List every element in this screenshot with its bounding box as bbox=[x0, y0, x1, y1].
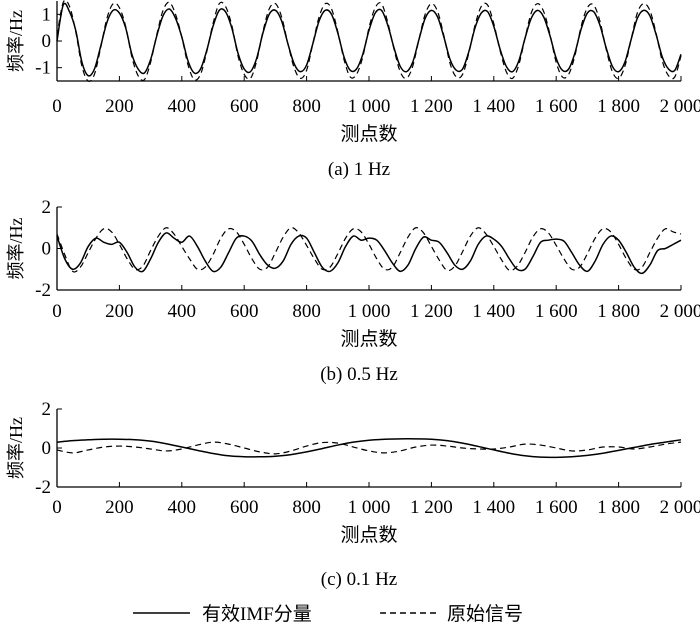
x-tick-label: 1 200 bbox=[410, 96, 453, 117]
x-tick-label: 400 bbox=[168, 497, 197, 518]
x-tick-label: 1 000 bbox=[348, 497, 391, 518]
x-tick-label: 2 000 bbox=[660, 301, 700, 322]
x-tick-label: 1 200 bbox=[410, 301, 453, 322]
x-tick-label: 400 bbox=[168, 96, 197, 117]
legend: 有效IMF分量 原始信号 bbox=[133, 603, 523, 625]
y-tick-label: 2 bbox=[42, 399, 52, 420]
chart-panel-1: 0 200 400 600 800 1 000 1 200 1 400 1 600 1 800 2 … bbox=[6, 197, 700, 385]
y-tick-label: -2 bbox=[35, 477, 51, 498]
x-tick-label: 1 000 bbox=[348, 301, 391, 322]
x-axis-label: 测点数 bbox=[340, 328, 397, 350]
x-tick-label: 1 800 bbox=[597, 497, 640, 518]
x-tick-label: 0 bbox=[52, 96, 62, 117]
series-line-original bbox=[56, 227, 682, 273]
y-tick-label: 0 bbox=[42, 239, 52, 260]
x-tick-label: 1 600 bbox=[535, 96, 578, 117]
y-axis-label: 频率/Hz bbox=[6, 218, 26, 280]
x-tick-label: 600 bbox=[230, 96, 259, 117]
x-tick-label: 200 bbox=[105, 96, 134, 117]
x-tick-label: 800 bbox=[292, 497, 321, 518]
x-axis-label: 测点数 bbox=[340, 524, 397, 546]
legend-label-original: 原始信号 bbox=[447, 603, 523, 625]
series-line-imf bbox=[56, 232, 682, 275]
series-line-original bbox=[56, 441, 682, 455]
x-tick-label: 200 bbox=[105, 497, 134, 518]
x-tick-label: 600 bbox=[230, 497, 259, 518]
x-tick-label: 800 bbox=[292, 96, 321, 117]
y-tick-label: 0 bbox=[42, 438, 52, 459]
x-tick-label: 600 bbox=[230, 301, 259, 322]
x-tick-label: 1 400 bbox=[472, 301, 515, 322]
series-line-imf bbox=[56, 438, 682, 459]
x-tick-label: 0 bbox=[52, 301, 62, 322]
y-tick-label: 2 bbox=[42, 197, 52, 218]
x-tick-label: 2 000 bbox=[660, 96, 700, 117]
y-tick-label: -1 bbox=[35, 58, 51, 79]
x-tick-label: 800 bbox=[292, 301, 321, 322]
chart-panel-2: 0 200 400 600 800 1 000 1 200 1 400 1 600 1 800 2 … bbox=[6, 399, 700, 590]
y-tick-label: -2 bbox=[35, 280, 51, 301]
x-tick-label: 1 400 bbox=[472, 497, 515, 518]
x-tick-label: 1 400 bbox=[472, 96, 515, 117]
subplot-caption: (c) 0.1 Hz bbox=[321, 569, 398, 590]
x-tick-label: 400 bbox=[168, 301, 197, 322]
x-tick-label: 1 800 bbox=[597, 96, 640, 117]
x-tick-label: 200 bbox=[105, 301, 134, 322]
x-tick-label: 1 200 bbox=[410, 497, 453, 518]
subplot-caption: (a) 1 Hz bbox=[328, 159, 390, 180]
x-tick-label: 0 bbox=[52, 497, 62, 518]
chart-panel-0: 0 200 400 600 800 1 000 1 200 1 400 1 600 1 800 2 … bbox=[6, 0, 700, 180]
x-tick-label: 1 600 bbox=[535, 497, 578, 518]
y-axis-label: 频率/Hz bbox=[6, 417, 26, 479]
x-tick-label: 1 800 bbox=[597, 301, 640, 322]
x-tick-label: 2 000 bbox=[660, 497, 700, 518]
subplot-caption: (b) 0.5 Hz bbox=[320, 364, 398, 385]
y-tick-label: 0 bbox=[42, 31, 52, 52]
x-axis-label: 测点数 bbox=[340, 123, 397, 145]
series-line-imf bbox=[56, 2, 682, 77]
x-tick-label: 1 000 bbox=[348, 96, 391, 117]
legend-label-imf: 有效IMF分量 bbox=[202, 603, 312, 625]
y-tick-label: 1 bbox=[42, 4, 52, 25]
y-axis-label: 频率/Hz bbox=[6, 10, 26, 72]
x-tick-label: 1 600 bbox=[535, 301, 578, 322]
